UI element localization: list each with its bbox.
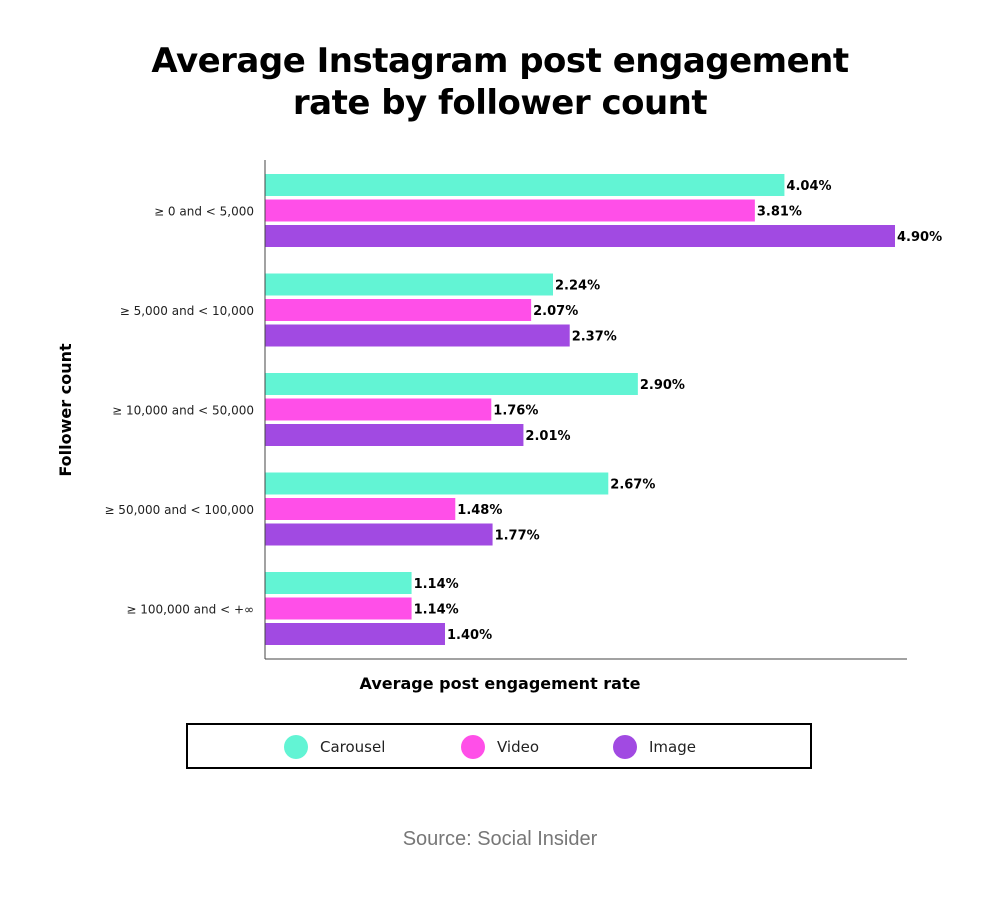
bar-image bbox=[265, 623, 445, 645]
data-label-carousel: 1.14% bbox=[414, 577, 459, 592]
source-note: Source: Social Insider bbox=[402, 828, 598, 850]
bar-carousel bbox=[265, 273, 553, 296]
bar-carousel bbox=[265, 472, 609, 495]
legend-item-carousel: Carousel bbox=[284, 735, 385, 759]
data-label-carousel: 2.90% bbox=[640, 378, 685, 393]
data-label-video: 3.81% bbox=[757, 205, 802, 220]
data-label-video: 1.48% bbox=[457, 503, 502, 518]
data-label-image: 4.90% bbox=[897, 230, 942, 245]
bar-video bbox=[265, 199, 755, 222]
carousel-swatch-icon bbox=[284, 735, 308, 759]
bar-video bbox=[265, 299, 532, 321]
y-tick-label: ≥ 10,000 and < 50,000 bbox=[112, 404, 254, 418]
legend-item-image: Image bbox=[613, 735, 696, 759]
legend-item-video: Video bbox=[461, 735, 539, 759]
data-label-image: 2.37% bbox=[572, 330, 617, 345]
chart-plot: ≥ 0 and < 5,000 4.04% 3.81% 4.90% ≥ 5,000 an… bbox=[56, 160, 942, 693]
data-label-carousel: 4.04% bbox=[786, 179, 831, 194]
data-label-carousel: 2.67% bbox=[610, 478, 655, 493]
y-axis-label: Follower count bbox=[56, 343, 75, 477]
y-tick-label: ≥ 100,000 and < +∞ bbox=[126, 603, 254, 617]
bar-image bbox=[265, 225, 895, 247]
data-label-video: 1.76% bbox=[493, 404, 538, 419]
data-label-image: 1.77% bbox=[495, 529, 540, 544]
chart-title-line-1: Average Instagram post engagement bbox=[151, 41, 849, 81]
bar-carousel bbox=[265, 373, 638, 395]
data-label-video: 2.07% bbox=[533, 304, 578, 319]
data-label-video: 1.14% bbox=[414, 603, 459, 618]
data-label-carousel: 2.24% bbox=[555, 279, 600, 294]
legend-label-carousel: Carousel bbox=[320, 738, 386, 756]
y-tick-label: ≥ 50,000 and < 100,000 bbox=[104, 503, 254, 517]
bar-carousel bbox=[265, 174, 785, 196]
legend-label-video: Video bbox=[497, 738, 540, 756]
data-label-image: 1.40% bbox=[447, 628, 492, 643]
legend: Carousel Video Image bbox=[186, 723, 812, 769]
legend-label-image: Image bbox=[649, 738, 696, 756]
y-tick-label: ≥ 5,000 and < 10,000 bbox=[120, 304, 254, 318]
chart-layer: ≥ 0 and < 5,000 4.04% 3.81% 4.90% ≥ 5,000 an… bbox=[104, 160, 942, 660]
video-swatch-icon bbox=[461, 735, 485, 759]
bar-carousel bbox=[265, 572, 412, 594]
bar-image bbox=[265, 324, 570, 347]
bar-image bbox=[265, 424, 524, 446]
y-tick-label: ≥ 0 and < 5,000 bbox=[154, 205, 254, 219]
bar-video bbox=[265, 398, 492, 421]
bar-video bbox=[265, 498, 456, 520]
chart-title: Average Instagram post engagement rate b… bbox=[0, 40, 1000, 124]
x-axis-label: Average post engagement rate bbox=[360, 674, 641, 693]
bar-image bbox=[265, 523, 493, 546]
bar-video bbox=[265, 597, 412, 620]
data-label-image: 2.01% bbox=[525, 429, 570, 444]
chart-title-line-2: rate by follower count bbox=[292, 83, 708, 123]
image-swatch-icon bbox=[613, 735, 637, 759]
